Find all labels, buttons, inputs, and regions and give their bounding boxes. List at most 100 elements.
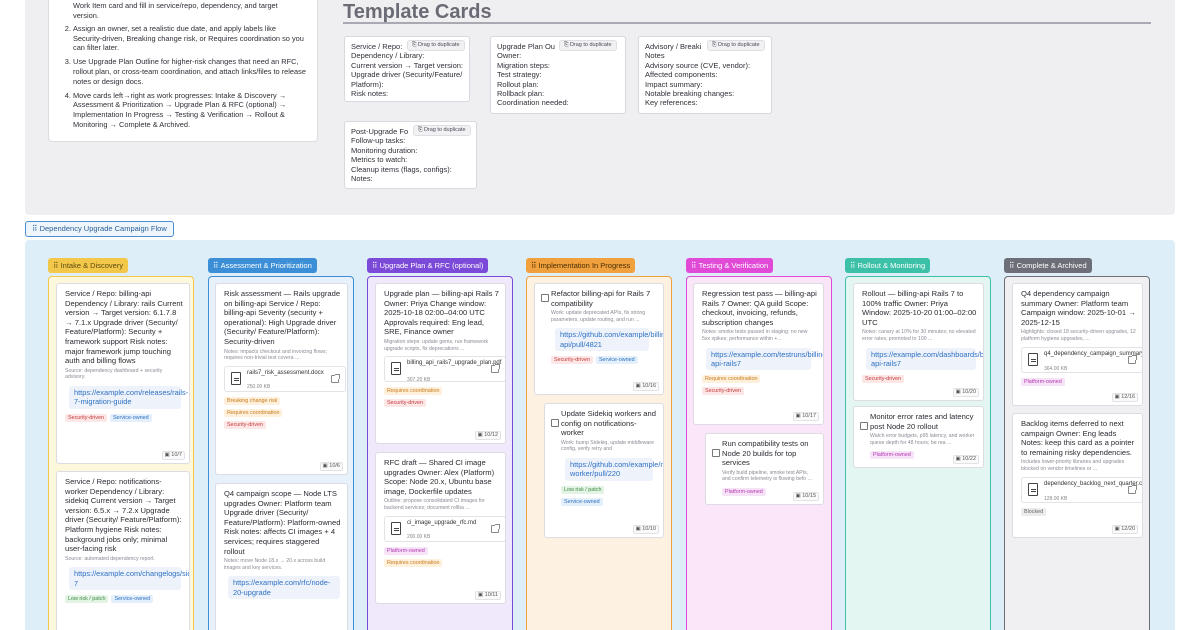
tag-label[interactable]: Security-driven [224,420,266,429]
open-external-icon[interactable] [491,523,500,533]
template-card-advisory[interactable]: Advisory / Breaki Notes Advisory source … [638,36,772,114]
drag-to-duplicate-button[interactable]: ⎘ Drag to duplicate [559,40,617,51]
open-external-icon[interactable] [491,364,500,374]
card-link[interactable]: https://example.com/testruns/billing-api… [706,347,823,371]
due-date-badge[interactable]: ▣ 10/20 [952,388,979,397]
instructions-card[interactable]: Work Item card and fill in service/repo,… [48,0,318,142]
card-note: Verify build pipeline, smoke test APIs, … [722,469,812,483]
card-body: Q4 campaign scope — Node LTS upgrades Ow… [224,489,341,556]
open-external-icon[interactable] [331,373,340,383]
tag-label[interactable]: Service-owned [111,595,154,604]
task-card[interactable]: Monitor error rates and latency post Nod… [853,406,984,468]
due-date-badge[interactable]: ▣ 10/22 [952,455,979,464]
tag-label[interactable]: Security-driven [384,399,426,408]
card-link[interactable]: https://example.com/rfc/node-20-upgrade [228,576,340,600]
card-note: Work: bump Sidekiq, update middleware co… [561,439,655,453]
task-checkbox[interactable] [541,294,549,302]
tag-label[interactable]: Security-driven [551,356,593,365]
task-checkbox[interactable] [860,422,868,430]
tag-label[interactable]: Security-driven [862,375,904,384]
drag-to-duplicate-button[interactable]: ⎘ Drag to duplicate [407,40,465,51]
tag-label[interactable]: Security-driven [702,387,744,396]
drag-to-duplicate-button[interactable]: ⎘ Drag to duplicate [707,40,765,51]
due-date-badge[interactable]: ▣ 10/10 [632,525,659,534]
due-date-badge[interactable]: ▣ 12/16 [1111,393,1138,402]
column-header-intake[interactable]: ⠿ Intake & Discovery [48,258,129,273]
tag-label[interactable]: Blocked [1021,507,1047,516]
tag-label[interactable]: Security-driven [65,413,107,422]
card-link[interactable]: https://example.com/releases/rails-7-mig… [69,385,188,409]
tag-label[interactable]: Breaking change risk [224,396,281,405]
tag-label[interactable]: Requires coordination [702,375,761,384]
template-card-work-item[interactable]: Service / Repo: Dependency / Library: Cu… [344,36,470,102]
file-attachment[interactable]: billing_api_rails7_upgrade_plan.pdf 307.… [384,356,505,383]
work-card[interactable]: Service / Repo: billing-api Dependency /… [56,283,190,464]
tag-label[interactable]: Service-owned [595,356,638,365]
task-card[interactable]: Update Sidekiq workers and config on not… [544,403,664,538]
column-header-testing[interactable]: ⠿ Testing & Verification [686,258,774,273]
due-date-badge[interactable]: ▣ 10/12 [474,431,501,440]
due-date-badge[interactable]: ▣ 12/20 [1111,525,1138,534]
tag-label[interactable]: Service-owned [561,497,603,506]
flow-section-label[interactable]: ⠿ Dependency Upgrade Campaign Flow [25,221,174,237]
column-header-assessment[interactable]: ⠿ Assessment & Prioritization [208,258,317,273]
file-attachment[interactable]: dependency_backlog_next_quarter.csv 128.… [1021,476,1143,503]
work-card[interactable]: Regression test pass — billing-api Rails… [693,283,824,425]
tag-label[interactable]: Platform-owned [384,546,428,555]
tag-label[interactable]: Requires coordination [384,387,443,396]
column-header-upgrade-plan[interactable]: ⠿ Upgrade Plan & RFC (optional) [367,258,489,273]
tag-label[interactable]: Platform-owned [1021,377,1065,386]
tag-label[interactable]: Service-owned [109,413,152,422]
due-date-badge[interactable]: ▣ 10/11 [474,591,501,600]
work-card[interactable]: Q4 campaign scope — Node LTS upgrades Ow… [215,483,348,630]
tag-label[interactable]: Low risk / patch [561,485,605,494]
template-card-line: Test strategy: [497,70,542,80]
due-date-badge[interactable]: ▣ 10/17 [792,412,819,421]
task-checkbox[interactable] [551,419,559,427]
column-header-complete[interactable]: ⠿ Complete & Archived [1004,258,1092,273]
work-card[interactable]: RFC draft — Shared CI image upgrades Own… [375,452,506,604]
due-date-badge[interactable]: ▣ 10/16 [632,382,659,391]
file-attachment[interactable]: q4_dependency_campaign_summary.pdf 364.0… [1021,346,1142,373]
due-date-badge[interactable]: ▣ 10/7 [161,451,185,460]
template-card-upgrade-plan[interactable]: Upgrade Plan Ou Owner: Migration steps: … [490,36,626,114]
due-date-badge[interactable]: ▣ 10/15 [792,492,819,501]
card-link[interactable]: https://example.com/dashboards/billing-a… [866,347,983,371]
work-card[interactable]: Q4 dependency campaign summary Owner: Pl… [1012,283,1143,406]
task-card[interactable]: Run compatibility tests on Node 20 build… [705,433,824,505]
tag-label[interactable]: Platform-owned [722,487,766,496]
work-card[interactable]: Backlog items deferred to next campaign … [1012,413,1143,538]
card-body: Rollout — billing-api Rails 7 to 100% tr… [862,289,977,327]
column-header-label: Intake & Discovery [60,261,124,270]
tag-label[interactable]: Low risk / patch [65,595,109,604]
card-note: Source: automated dependency report. [65,555,155,562]
tag-label[interactable]: Requires coordination [384,558,443,567]
task-checkbox[interactable] [712,449,720,457]
work-card[interactable]: Rollout — billing-api Rails 7 to 100% tr… [853,283,984,401]
file-name: dependency_backlog_next_quarter.csv [1044,480,1143,487]
work-card[interactable]: Upgrade plan — billing-api Rails 7 Owner… [375,283,506,444]
work-card[interactable]: Service / Repo: notifications-worker Dep… [56,471,190,630]
column-header-rollout[interactable]: ⠿ Rollout & Monitoring [845,258,931,273]
work-card[interactable]: Risk assessment — Rails upgrade on billi… [215,283,348,475]
template-card-line: Monitoring duration: [351,145,418,155]
template-card-post-upgrade[interactable]: Post-Upgrade Fo Follow-up tasks: Monitor… [344,121,477,189]
card-link[interactable]: https://github.com/example/billing-api/p… [555,328,663,352]
file-size: 307.20 KB [407,377,431,384]
card-link[interactable]: https://example.com/changelogs/sidekiq-7 [69,567,189,591]
tag-label[interactable]: Platform-owned [870,451,914,460]
tag-label[interactable]: Requires coordination [224,408,283,417]
template-card-line: Rollout plan: [497,79,539,89]
task-card[interactable]: Refactor billing-api for Rails 7 compati… [534,283,664,395]
card-body: Backlog items deferred to next campaign … [1021,419,1135,457]
template-card-line: Current version → Target version: [351,60,463,70]
column-header-implementation[interactable]: ⠿ Implementation In Progress [526,258,636,273]
due-date: 10/17 [802,413,816,419]
open-external-icon[interactable] [1128,354,1137,364]
file-attachment[interactable]: ci_image_upgrade_rfc.md 200.00 KB [384,515,505,542]
drag-to-duplicate-button[interactable]: ⎘ Drag to duplicate [413,125,471,136]
open-external-icon[interactable] [1128,484,1137,494]
card-link[interactable]: https://github.com/example/notifications… [565,457,663,481]
file-attachment[interactable]: rails7_risk_assessment.docx 250.00 KB [224,365,346,392]
due-date-badge[interactable]: ▣ 10/6 [319,462,343,471]
